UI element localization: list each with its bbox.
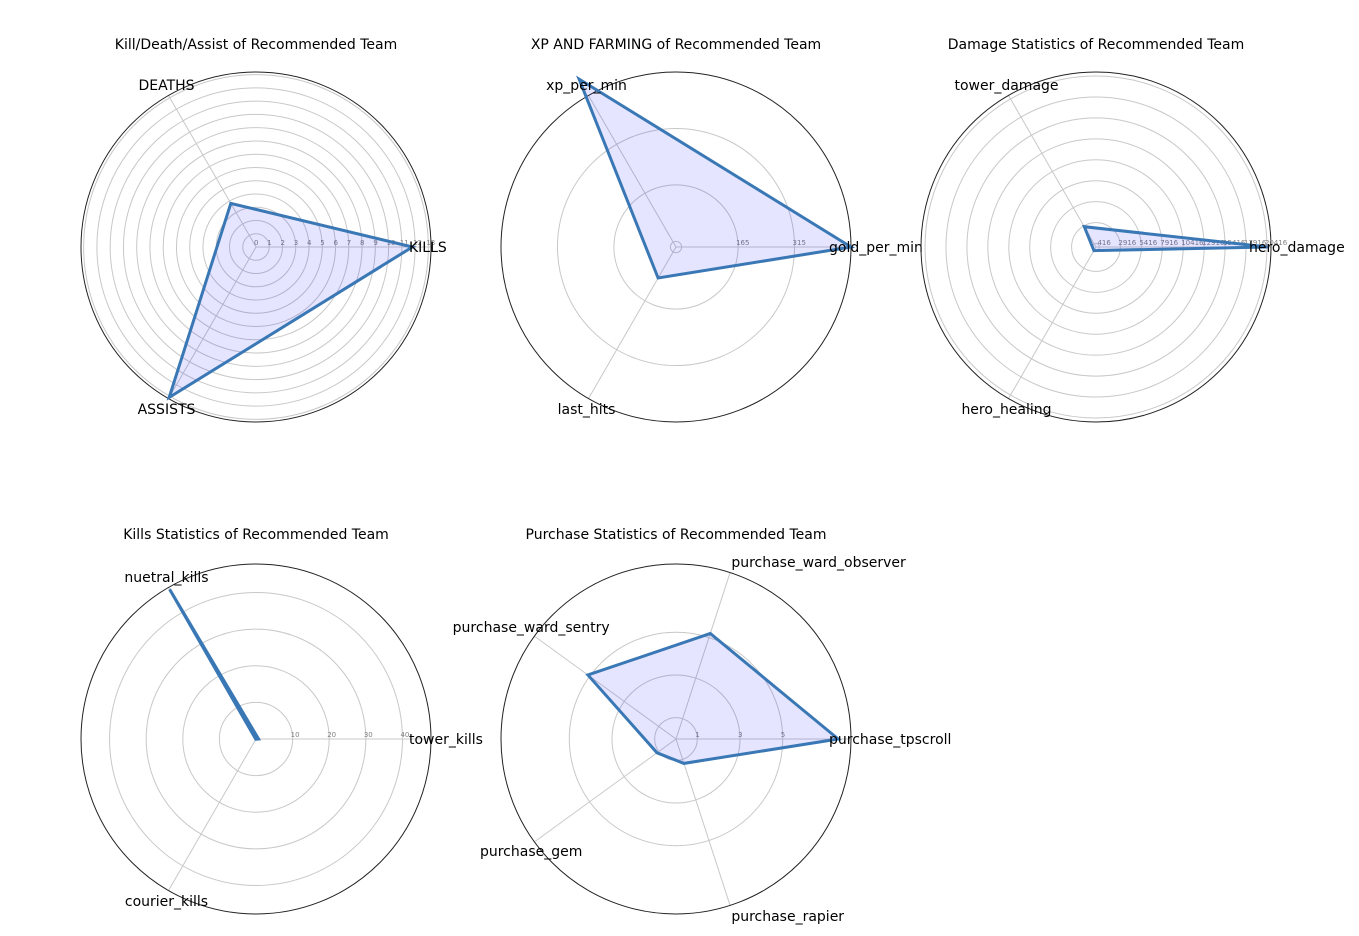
chart-title: XP AND FARMING of Recommended Team <box>531 37 821 53</box>
polar-frame <box>920 71 1272 423</box>
axis-spoke <box>168 95 257 248</box>
polar-frame <box>500 563 852 915</box>
axis-label: ASSISTS <box>138 402 196 418</box>
radial-tick-label: 4 <box>307 239 312 247</box>
radial-tick-label: 12916 <box>1202 239 1225 247</box>
chart-title: Damage Statistics of Recommended Team <box>948 37 1245 53</box>
radial-tick-label: 315 <box>793 239 806 247</box>
series-area <box>587 633 839 764</box>
polar-frame <box>80 563 432 915</box>
radial-tick-label: 6 <box>334 239 339 247</box>
radial-tick-label: 2916 <box>1118 239 1136 247</box>
radial-tick-label: 165 <box>736 239 749 247</box>
axis-label: purchase_rapier <box>731 909 844 925</box>
radial-tick-label: 20416 <box>1265 239 1288 247</box>
axis-label: DEATHS <box>138 78 194 94</box>
radial-tick-label: 416 <box>1097 239 1111 247</box>
chart-title: Kills Statistics of Recommended Team <box>123 527 389 543</box>
axis-label: xp_per_min <box>546 78 627 94</box>
series-line <box>168 588 262 741</box>
axis-label: KILLS <box>409 240 447 256</box>
radial-tick-label: 7916 <box>1160 239 1178 247</box>
axis-spoke <box>534 738 677 843</box>
radial-tick-label: 12 <box>413 239 422 247</box>
series-line <box>585 631 842 765</box>
radial-tick-label: 1 <box>267 239 271 247</box>
axis-label: purchase_ward_observer <box>731 555 906 571</box>
chart-title: Purchase Statistics of Recommended Team <box>526 527 827 543</box>
radial-tick-label: 13 <box>426 239 435 247</box>
axis-spoke <box>588 246 677 399</box>
axis-spoke <box>534 635 677 740</box>
axis-spoke <box>1008 95 1097 248</box>
radar-chart-3: Damage Statistics of Recommended Team 416… <box>920 37 1345 423</box>
radial-tick-label: 9 <box>373 239 377 247</box>
axis-spoke <box>168 738 257 891</box>
axis-spoke <box>588 95 677 248</box>
axis-label: purchase_tpscroll <box>829 732 951 748</box>
radial-tick-label: 17916 <box>1244 239 1267 247</box>
axis-label: hero_damage <box>1249 240 1345 256</box>
radar-chart-4: Kills Statistics of Recommended Team 10 20… <box>80 527 483 915</box>
radial-tick-label: 0 <box>254 239 258 247</box>
axis-spoke <box>1008 246 1097 399</box>
axis-label: purchase_ward_sentry <box>453 620 610 636</box>
series-line <box>1081 224 1268 253</box>
radar-chart-5: Purchase Statistics of Recommended Team 1… <box>453 527 952 925</box>
axis-spoke <box>168 246 257 399</box>
axis-label: nuetral_kills <box>124 570 208 586</box>
radial-tick-label: 40 <box>400 731 409 739</box>
radial-tick-label: 2 <box>281 239 285 247</box>
series-line <box>576 75 856 280</box>
series-line <box>166 201 417 401</box>
axis-label: hero_healing <box>961 402 1051 418</box>
axis-spoke <box>675 572 731 740</box>
axis-spoke <box>675 738 731 906</box>
radial-tick-label: 10416 <box>1181 239 1204 247</box>
radar-chart-2: XP AND FARMING of Recommended Team 165 315… <box>500 37 923 423</box>
axis-label: courier_kills <box>125 894 208 910</box>
radial-tick-label: 30 <box>364 731 373 739</box>
polar-frame <box>80 71 432 423</box>
axis-label: gold_per_min <box>829 240 923 256</box>
chart-title: Kill/Death/Assist of Recommended Team <box>115 37 397 53</box>
radial-tick-label: 7 <box>347 239 351 247</box>
series-area <box>169 203 413 398</box>
radial-tick-label: 3 <box>294 239 298 247</box>
radial-tick-label: 11 <box>400 239 409 247</box>
radial-tick-label: 5416 <box>1139 239 1157 247</box>
radial-tick-label: 20 <box>327 731 336 739</box>
radial-tick-label: 3 <box>738 731 742 739</box>
radial-tick-label: 8 <box>360 239 364 247</box>
radial-tick-label: 1 <box>695 731 699 739</box>
axis-label: tower_damage <box>954 78 1058 94</box>
series-area <box>579 79 851 278</box>
axis-label: tower_kills <box>409 732 483 748</box>
radial-tick-label: 5 <box>320 239 324 247</box>
axis-label: last_hits <box>558 402 616 418</box>
radial-tick-label: 5 <box>781 731 785 739</box>
axis-label: purchase_gem <box>480 844 582 860</box>
radial-tick-label: 10 <box>291 731 300 739</box>
